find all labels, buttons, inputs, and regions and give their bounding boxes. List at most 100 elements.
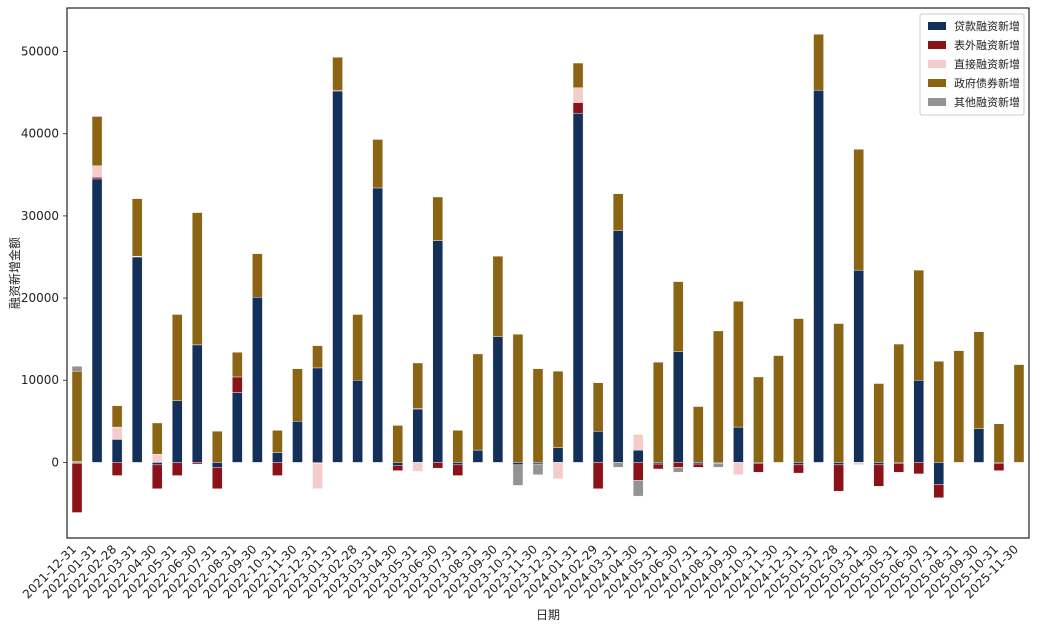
bar-3-46 bbox=[993, 423, 1005, 463]
bar-1-34 bbox=[753, 463, 764, 473]
bar-1-38 bbox=[833, 464, 844, 492]
bar-3-22 bbox=[512, 334, 524, 463]
legend-label-0: 贷款融资新增 bbox=[954, 19, 1020, 33]
y-tick-label-4: 40000 bbox=[21, 127, 59, 141]
bar-1-0 bbox=[71, 463, 83, 513]
bar-1-8 bbox=[232, 376, 243, 393]
bar-1-19 bbox=[452, 464, 464, 476]
bar-0-7 bbox=[212, 462, 223, 468]
y-tick-label-0: 0 bbox=[51, 455, 59, 469]
bar-1-6 bbox=[192, 462, 203, 465]
bar-0-29 bbox=[653, 462, 664, 465]
legend-label-1: 表外融资新增 bbox=[954, 38, 1020, 52]
plot-frame bbox=[66, 7, 1030, 539]
bar-0-26 bbox=[592, 430, 604, 463]
bar-0-5 bbox=[172, 400, 183, 463]
x-tick-labels: 2021-12-312022-01-312022-02-282022-03-31… bbox=[20, 542, 1021, 601]
bar-0-17 bbox=[412, 408, 423, 463]
bar-0-25 bbox=[572, 112, 584, 463]
y-tick-label-2: 20000 bbox=[21, 291, 59, 305]
bar-1-10 bbox=[272, 462, 283, 476]
bar-3-8 bbox=[232, 352, 243, 378]
bar-0-31 bbox=[693, 462, 704, 465]
bar-0-19 bbox=[452, 462, 464, 466]
bar-3-12 bbox=[312, 345, 323, 369]
bar-1-43 bbox=[933, 484, 945, 498]
bar-3-21 bbox=[492, 255, 504, 337]
bar-0-14 bbox=[352, 380, 363, 463]
bar-0-45 bbox=[973, 428, 985, 463]
bar-2-4 bbox=[151, 453, 163, 463]
bar-4-0 bbox=[71, 366, 83, 372]
bar-3-25 bbox=[572, 62, 584, 88]
bar-3-19 bbox=[452, 430, 464, 463]
bar-4-30 bbox=[673, 467, 684, 473]
bar-0-22 bbox=[512, 462, 524, 466]
bar-0-2 bbox=[111, 439, 123, 463]
bar-3-7 bbox=[212, 430, 223, 463]
bar-1-40 bbox=[873, 464, 884, 487]
bar-1-29 bbox=[653, 463, 664, 470]
bar-3-4 bbox=[151, 422, 163, 455]
bar-0-10 bbox=[272, 452, 283, 463]
bar-0-6 bbox=[192, 344, 203, 463]
bar-0-38 bbox=[833, 462, 844, 466]
bar-0-13 bbox=[332, 90, 343, 463]
bar-3-17 bbox=[412, 362, 423, 409]
bar-0-36 bbox=[793, 462, 804, 466]
bar-0-11 bbox=[292, 421, 303, 463]
bar-3-5 bbox=[172, 314, 183, 401]
bar-1-5 bbox=[172, 462, 183, 476]
bar-0-24 bbox=[552, 447, 564, 463]
bar-3-33 bbox=[733, 301, 744, 428]
bar-3-16 bbox=[392, 425, 403, 463]
bar-2-2 bbox=[111, 426, 123, 440]
y-tick-labels: 0 10000 20000 30000 40000 50000 bbox=[21, 45, 67, 469]
legend-swatch-3 bbox=[928, 79, 946, 87]
bar-2-17 bbox=[412, 462, 423, 472]
bar-3-13 bbox=[332, 57, 343, 91]
bar-3-39 bbox=[853, 149, 864, 271]
bars-layer bbox=[71, 34, 1025, 513]
bar-1-7 bbox=[212, 467, 223, 489]
bar-3-34 bbox=[753, 376, 764, 463]
legend-label-4: 其他融资新增 bbox=[954, 95, 1020, 109]
bar-1-16 bbox=[392, 465, 403, 471]
legend-box bbox=[919, 13, 1025, 116]
bar-3-15 bbox=[372, 139, 383, 189]
bar-3-45 bbox=[973, 331, 985, 429]
bar-3-0 bbox=[71, 370, 83, 462]
bar-3-2 bbox=[111, 405, 123, 428]
bar-4-28 bbox=[632, 480, 644, 497]
bar-2-24 bbox=[552, 462, 564, 480]
bar-1-46 bbox=[993, 463, 1005, 471]
bar-0-40 bbox=[873, 462, 884, 466]
bar-0-20 bbox=[472, 449, 484, 463]
bar-3-30 bbox=[673, 281, 684, 352]
bar-2-33 bbox=[733, 462, 744, 475]
bar-3-26 bbox=[592, 382, 604, 432]
bar-1-4 bbox=[151, 464, 163, 489]
bar-2-25 bbox=[572, 87, 584, 103]
bar-0-15 bbox=[372, 187, 383, 463]
bar-0-1 bbox=[91, 178, 103, 463]
bar-0-42 bbox=[913, 380, 924, 463]
bar-3-41 bbox=[893, 343, 904, 463]
bar-1-26 bbox=[592, 462, 604, 489]
bar-0-33 bbox=[733, 426, 744, 463]
bar-1-41 bbox=[893, 463, 904, 473]
bar-1-25 bbox=[572, 102, 584, 114]
bar-4-32 bbox=[713, 463, 724, 468]
bar-0-37 bbox=[813, 89, 824, 463]
bar-3-44 bbox=[953, 350, 965, 463]
y-tick-label-1: 10000 bbox=[21, 373, 59, 387]
legend-label-3: 政府债券新增 bbox=[954, 76, 1020, 90]
bar-0-18 bbox=[432, 240, 443, 463]
bar-3-11 bbox=[292, 368, 303, 422]
bar-2-12 bbox=[312, 463, 323, 489]
bar-2-39 bbox=[853, 462, 864, 466]
legend-swatch-1 bbox=[928, 41, 946, 49]
